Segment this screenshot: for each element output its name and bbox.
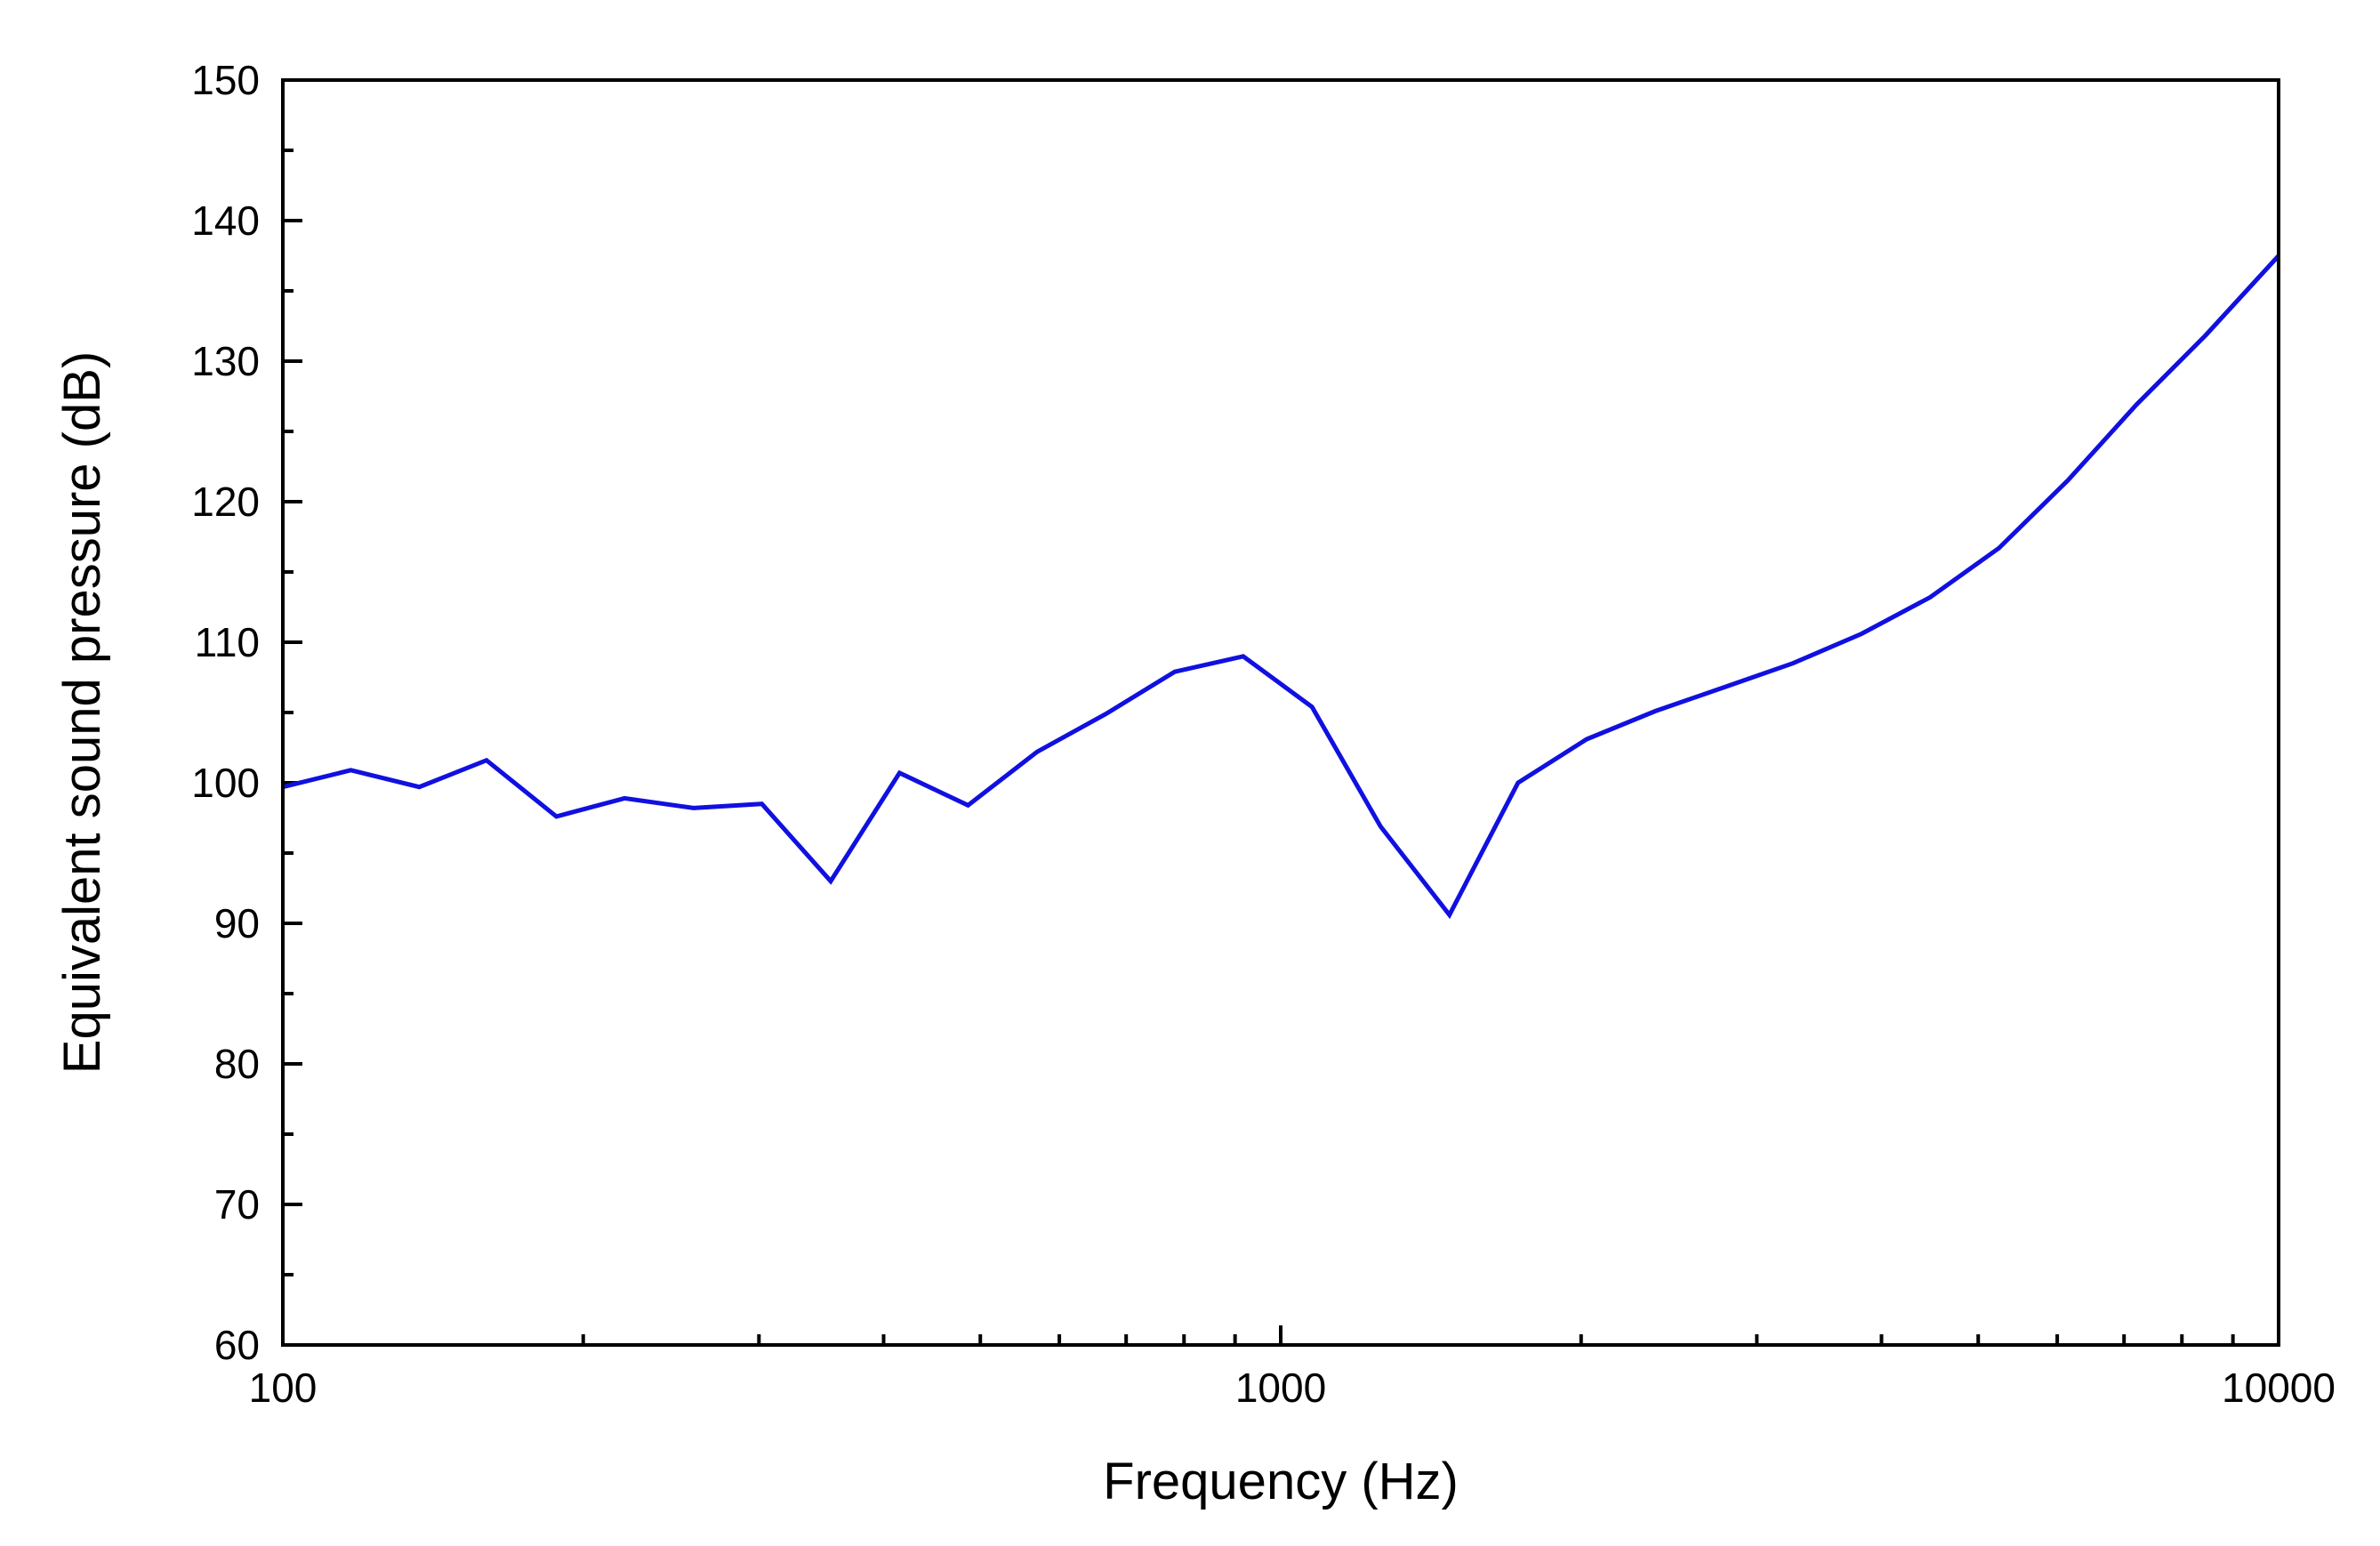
y-tick-label: 100 (191, 760, 260, 806)
x-tick-label: 100 (249, 1365, 318, 1411)
y-tick-label: 120 (191, 479, 260, 525)
x-tick-label: 1000 (1235, 1365, 1326, 1411)
plot-frame (281, 78, 2280, 1347)
y-tick-label: 60 (214, 1322, 260, 1368)
x-tick-label: 10000 (2222, 1365, 2336, 1411)
y-tick-label: 140 (191, 197, 260, 244)
y-tick-label: 80 (214, 1041, 260, 1087)
y-tick-label: 150 (191, 57, 260, 103)
y-tick-label: 130 (191, 338, 260, 384)
series-layer (282, 254, 2280, 920)
y-axis-title: Equivalent sound pressure (dB) (53, 351, 111, 1074)
y-tick-label: 90 (214, 900, 260, 946)
x-axis-title: Frequency (Hz) (1103, 1453, 1459, 1510)
y-tick-label: 110 (195, 619, 260, 665)
ticks-layer: 60 70 80 90 100 110 120 130 140 150 100 1000 10000 (191, 57, 2336, 1411)
series-line-1 (282, 254, 2280, 920)
y-tick-label: 70 (214, 1181, 260, 1228)
